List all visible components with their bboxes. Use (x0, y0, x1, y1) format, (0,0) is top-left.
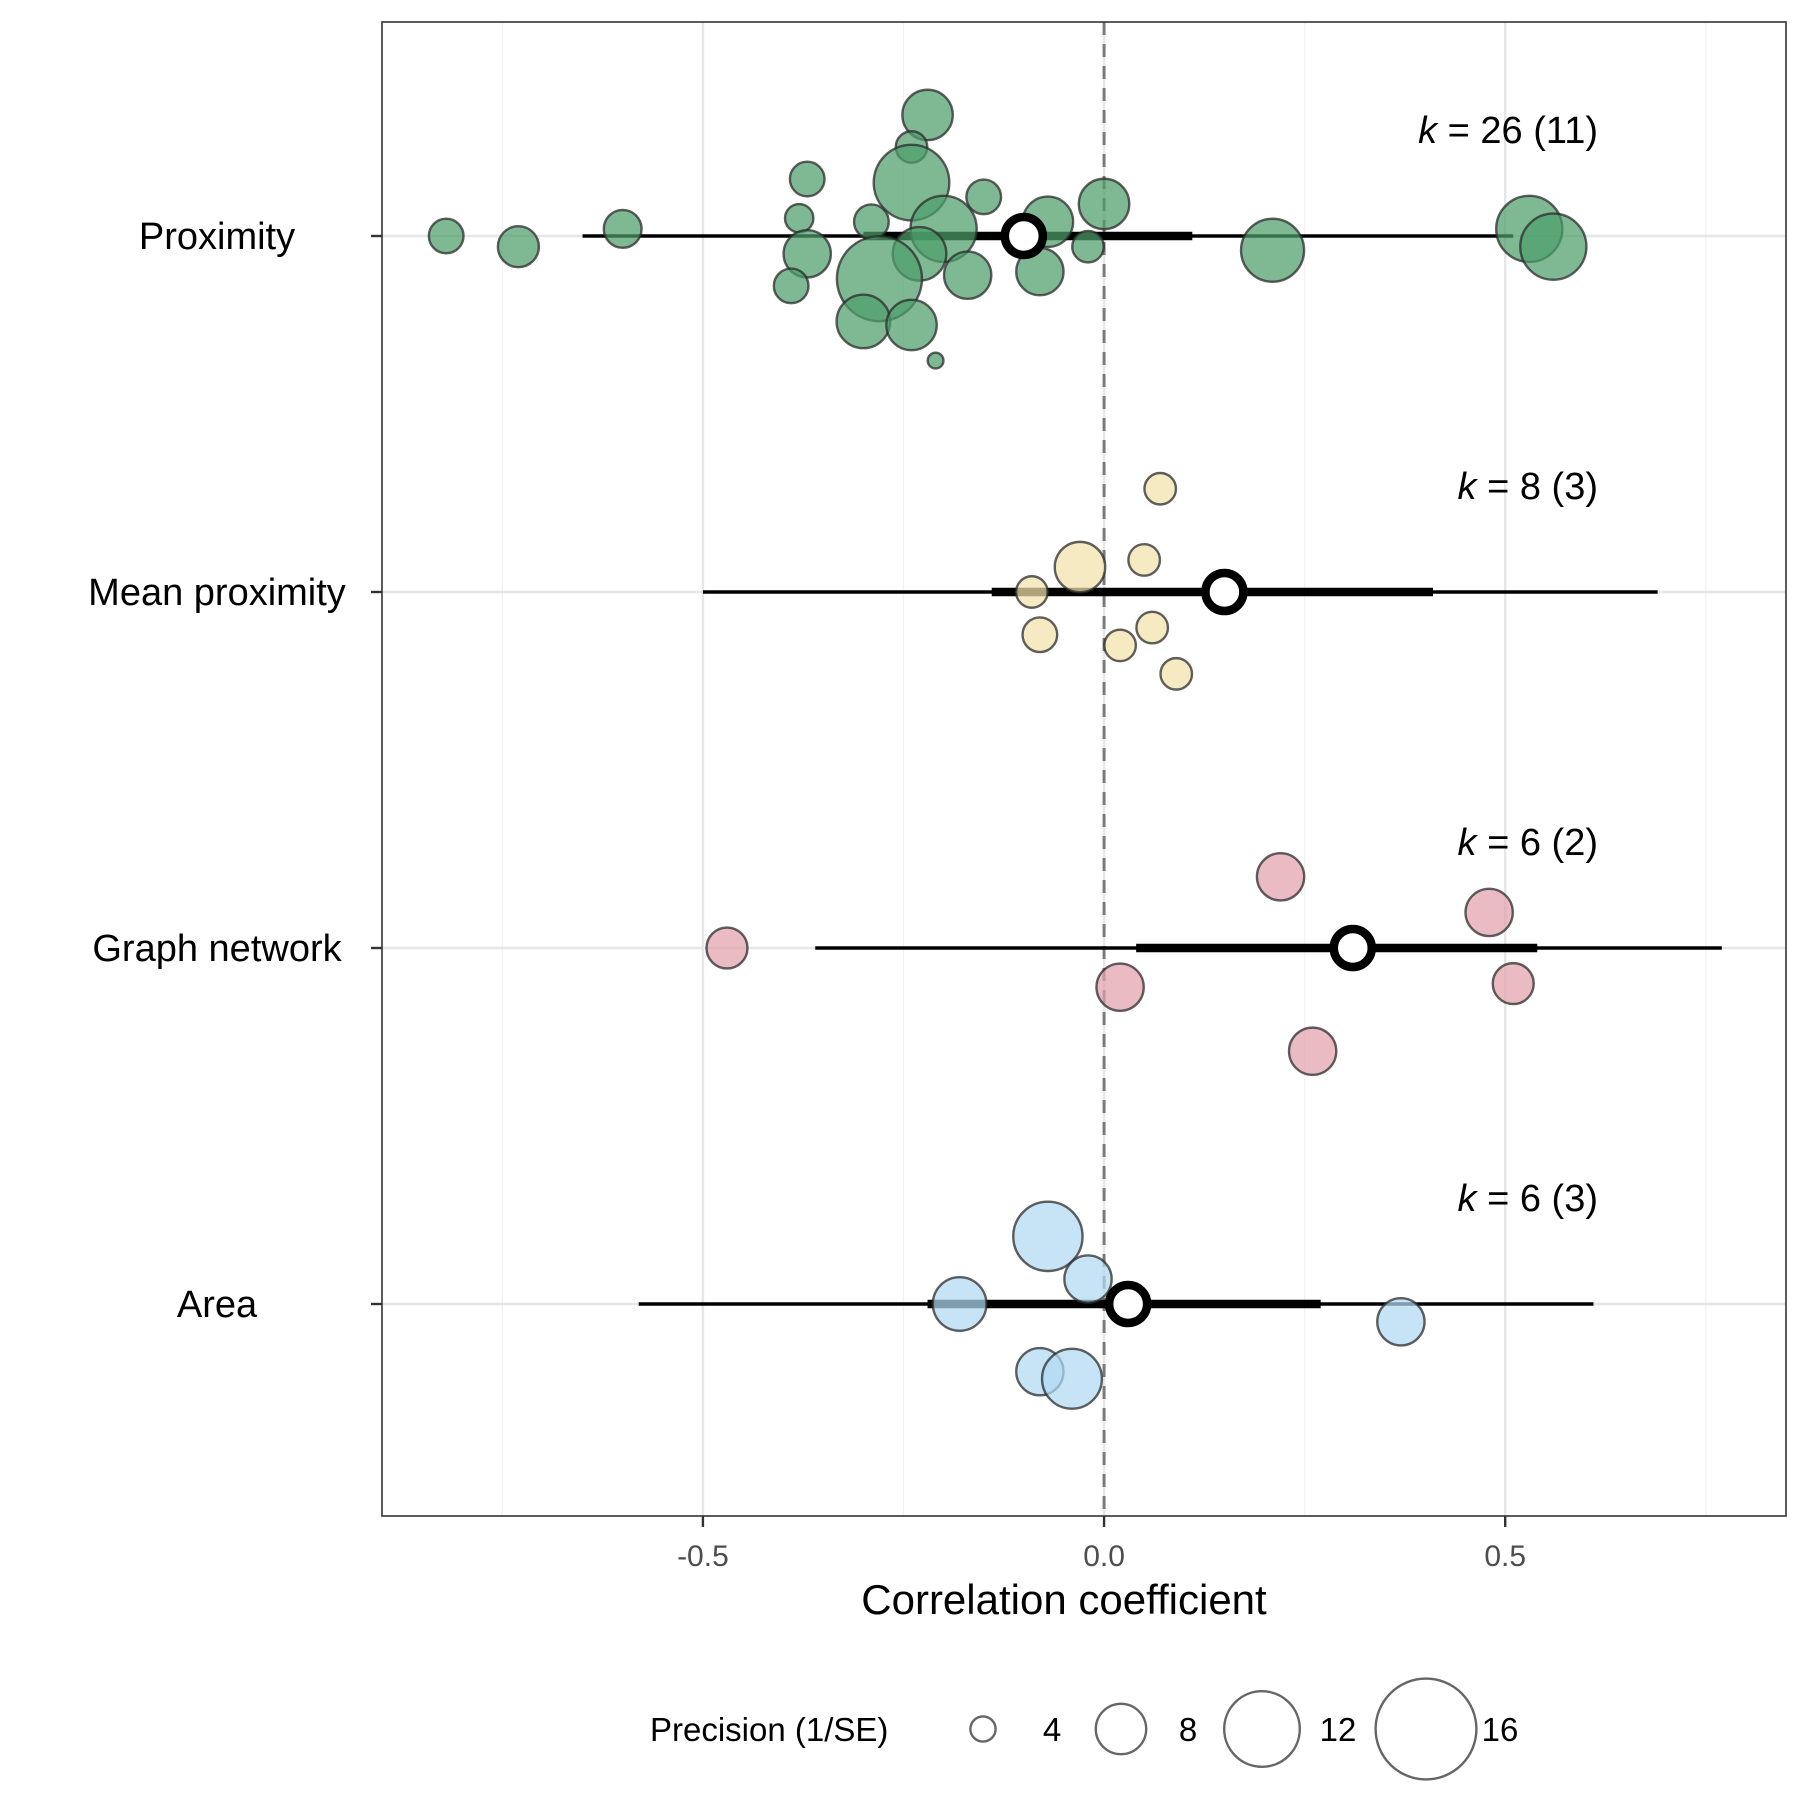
pooled-estimate (1329, 924, 1377, 972)
effect-point (852, 203, 890, 241)
effect-point (1143, 471, 1178, 506)
panel-border (381, 21, 1787, 1517)
legend-key-circle (1222, 1689, 1301, 1768)
effect-point (1040, 1347, 1104, 1410)
effect-point (931, 1276, 988, 1332)
effect-point (1021, 616, 1059, 654)
legend-title: Precision (1/SE) (650, 1711, 888, 1748)
k-symbol: k (1458, 466, 1479, 508)
category-label: Mean proximity (88, 572, 346, 614)
effect-point (427, 217, 465, 255)
effect-point (496, 225, 541, 269)
effect-point (1491, 961, 1535, 1006)
k-symbol: k (1458, 822, 1479, 864)
pooled-estimate (1201, 568, 1248, 616)
effect-point (965, 178, 1003, 216)
effect-point (942, 250, 993, 300)
effect-point (1014, 575, 1049, 609)
effect-point (1012, 1200, 1084, 1273)
effect-point (1053, 540, 1107, 594)
effect-point (1127, 543, 1162, 577)
k-symbol: k (1418, 110, 1439, 152)
legend-key-circle (1374, 1677, 1478, 1781)
effect-point (835, 293, 892, 350)
effect-point (885, 298, 938, 352)
category-label: Area (177, 1284, 258, 1326)
effect-point (705, 926, 749, 970)
legend-key-circle (1094, 1702, 1148, 1756)
legend-key-label: 16 (1482, 1711, 1519, 1748)
effect-point (1077, 177, 1131, 231)
effect-point (926, 351, 945, 370)
effect-point (1287, 1026, 1338, 1077)
axes: Proximity Mean proximity Graph network Area… (88, 216, 1526, 1573)
pooled-estimate (1104, 1280, 1152, 1328)
effect-point (901, 88, 954, 142)
k-labels: k = 26 (11)k = 8 (3)k = 6 (2)k = 6 (3) (1418, 110, 1598, 1220)
effect-point (1063, 1254, 1113, 1304)
k-label: k = 8 (3) (1458, 466, 1598, 508)
effect-point (602, 208, 643, 249)
legend-key-circle (969, 1715, 997, 1743)
legend-key-label: 8 (1179, 1711, 1197, 1748)
effect-point (1519, 212, 1588, 281)
effect-point (1071, 229, 1105, 264)
effect-point (1159, 656, 1194, 691)
k-count: = 6 (3) (1477, 1178, 1598, 1220)
k-count: = 8 (3) (1477, 466, 1598, 508)
effect-point (788, 160, 826, 198)
x-tick-label: 0.0 (1083, 1540, 1125, 1573)
k-count: = 6 (2) (1477, 822, 1598, 864)
pooled-estimate (1000, 212, 1048, 260)
effect-point (783, 202, 815, 234)
k-label: k = 26 (11) (1418, 110, 1598, 152)
k-symbol: k (1458, 1178, 1479, 1220)
effect-points (427, 88, 1588, 1410)
x-tick-label: 0.5 (1484, 1540, 1526, 1573)
effect-point (1255, 851, 1306, 902)
effect-point (1095, 962, 1145, 1012)
effect-point (1376, 1296, 1426, 1347)
legend-key-label: 12 (1320, 1711, 1357, 1748)
effect-point (772, 267, 810, 305)
category-label: Proximity (139, 216, 295, 258)
k-count: = 26 (11) (1437, 110, 1598, 152)
x-axis-title: Correlation coefficient (861, 1576, 1267, 1623)
effect-point (1103, 628, 1138, 663)
effect-point (1135, 610, 1170, 645)
effect-point (1239, 217, 1306, 283)
k-label: k = 6 (3) (1458, 1178, 1598, 1220)
legend-key-label: 4 (1043, 1711, 1061, 1748)
category-label: Graph network (92, 928, 342, 970)
x-tick-label: -0.5 (677, 1540, 729, 1573)
effect-point (1464, 887, 1514, 938)
pooled-estimates (1000, 212, 1377, 1328)
precision-legend: Precision (1/SE) 4 8 12 16 (650, 1677, 1519, 1781)
k-label: k = 6 (2) (1458, 822, 1598, 864)
